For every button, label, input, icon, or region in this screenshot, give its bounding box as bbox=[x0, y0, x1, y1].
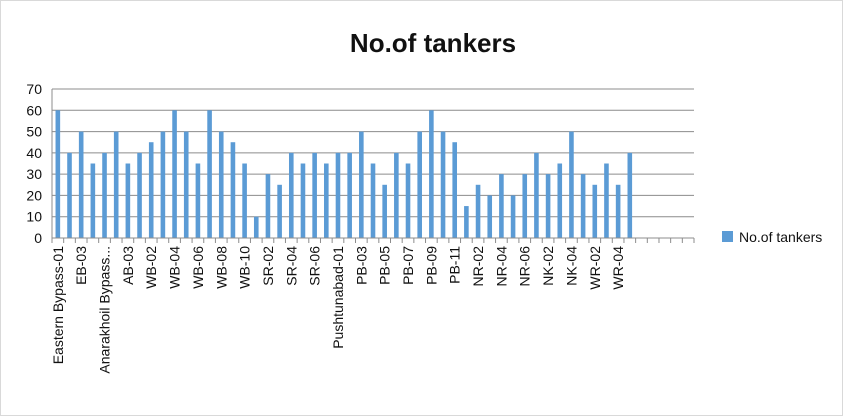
y-tick-label: 10 bbox=[26, 209, 42, 225]
x-tick-label: NR-02 bbox=[470, 246, 486, 287]
gridlines bbox=[52, 88, 694, 218]
bar bbox=[300, 163, 306, 238]
x-tick-label: WR-04 bbox=[610, 246, 626, 290]
bar bbox=[183, 131, 189, 238]
bar bbox=[557, 163, 563, 238]
x-tick-label: SR-02 bbox=[260, 246, 276, 286]
bar bbox=[312, 152, 317, 238]
bar-series bbox=[55, 110, 633, 238]
x-tick-label: SR-04 bbox=[283, 246, 299, 286]
bar bbox=[627, 152, 633, 238]
y-tick-label: 50 bbox=[26, 124, 42, 140]
bar bbox=[218, 131, 224, 238]
bar bbox=[405, 163, 411, 238]
y-tick-label: 20 bbox=[26, 187, 42, 203]
bar bbox=[78, 131, 84, 238]
x-axis: Eastern Bypass-01 EB-03 Anarakhoil Bypass.… bbox=[50, 237, 695, 374]
y-tick-label: 60 bbox=[26, 102, 42, 118]
x-tick-label: NK-04 bbox=[563, 246, 579, 286]
x-tick-label: PB-09 bbox=[423, 246, 439, 285]
bar bbox=[510, 195, 516, 238]
bar bbox=[335, 152, 341, 238]
bar bbox=[67, 152, 72, 238]
y-tick-label: 40 bbox=[26, 145, 42, 161]
bar bbox=[499, 174, 504, 238]
x-tick-label: NR-06 bbox=[517, 246, 533, 287]
bar bbox=[580, 174, 586, 238]
legend: No.of tankers bbox=[722, 229, 822, 245]
bar bbox=[137, 152, 142, 238]
bar bbox=[55, 110, 61, 238]
bar bbox=[195, 163, 201, 238]
bar bbox=[242, 163, 247, 238]
bar bbox=[102, 152, 107, 238]
x-tick-label: WB-02 bbox=[143, 246, 159, 289]
bar bbox=[522, 174, 528, 238]
bar bbox=[440, 131, 446, 238]
bar bbox=[452, 142, 458, 238]
bar bbox=[207, 110, 212, 238]
bar bbox=[288, 152, 294, 238]
x-tick-label: PB-03 bbox=[353, 246, 369, 285]
bar bbox=[615, 184, 621, 238]
bar bbox=[429, 110, 434, 238]
bar bbox=[90, 163, 96, 238]
x-tick-label: PB-07 bbox=[400, 246, 416, 285]
bar bbox=[382, 184, 387, 238]
x-tick-label: PB-05 bbox=[377, 246, 393, 285]
x-tick-label: Eastern Bypass-01 bbox=[50, 246, 66, 364]
bar bbox=[172, 110, 177, 238]
x-tick-label: EB-03 bbox=[73, 246, 89, 285]
bar bbox=[592, 184, 598, 238]
y-tick-label: 0 bbox=[34, 230, 42, 246]
bar bbox=[417, 131, 422, 238]
bar bbox=[113, 131, 119, 238]
bar bbox=[277, 184, 282, 238]
bar bbox=[464, 206, 469, 238]
bar bbox=[569, 131, 574, 238]
bar bbox=[545, 174, 551, 238]
bar bbox=[125, 163, 131, 238]
bar bbox=[148, 142, 154, 238]
x-tick-label: WB-06 bbox=[190, 246, 206, 289]
bar bbox=[324, 163, 329, 238]
x-tick-label: WB-08 bbox=[213, 246, 229, 289]
bar bbox=[487, 195, 493, 238]
bar bbox=[265, 174, 271, 238]
bar bbox=[370, 163, 376, 238]
legend-swatch bbox=[722, 231, 733, 242]
bar bbox=[475, 184, 481, 238]
x-tick-label: Pushtunabad-01 bbox=[330, 246, 346, 349]
bar bbox=[347, 152, 352, 238]
bar bbox=[534, 152, 539, 238]
legend-label: No.of tankers bbox=[739, 229, 822, 245]
x-tick-label: Anarakhoil Bypass... bbox=[97, 246, 113, 374]
bar bbox=[230, 142, 236, 238]
x-tick-label: WB-04 bbox=[167, 246, 183, 289]
bar bbox=[394, 152, 399, 238]
x-tick-label: NK-02 bbox=[540, 246, 556, 286]
y-axis: 0 10 20 30 40 50 60 70 bbox=[26, 81, 53, 246]
y-tick-label: 70 bbox=[26, 81, 42, 97]
x-tick-label: WB-10 bbox=[237, 246, 253, 289]
x-tick-label: AB-03 bbox=[120, 246, 136, 285]
bar bbox=[604, 163, 609, 238]
bar bbox=[359, 131, 364, 238]
y-tick-label: 30 bbox=[26, 166, 42, 182]
chart-title: No.of tankers bbox=[350, 28, 516, 58]
x-tick-label: WR-02 bbox=[587, 246, 603, 290]
x-tick-label: SR-06 bbox=[307, 246, 323, 286]
bar bbox=[160, 131, 166, 238]
x-tick-label: NR-04 bbox=[493, 246, 509, 287]
x-tick-label: PB-11 bbox=[447, 246, 463, 284]
bar bbox=[253, 216, 259, 238]
